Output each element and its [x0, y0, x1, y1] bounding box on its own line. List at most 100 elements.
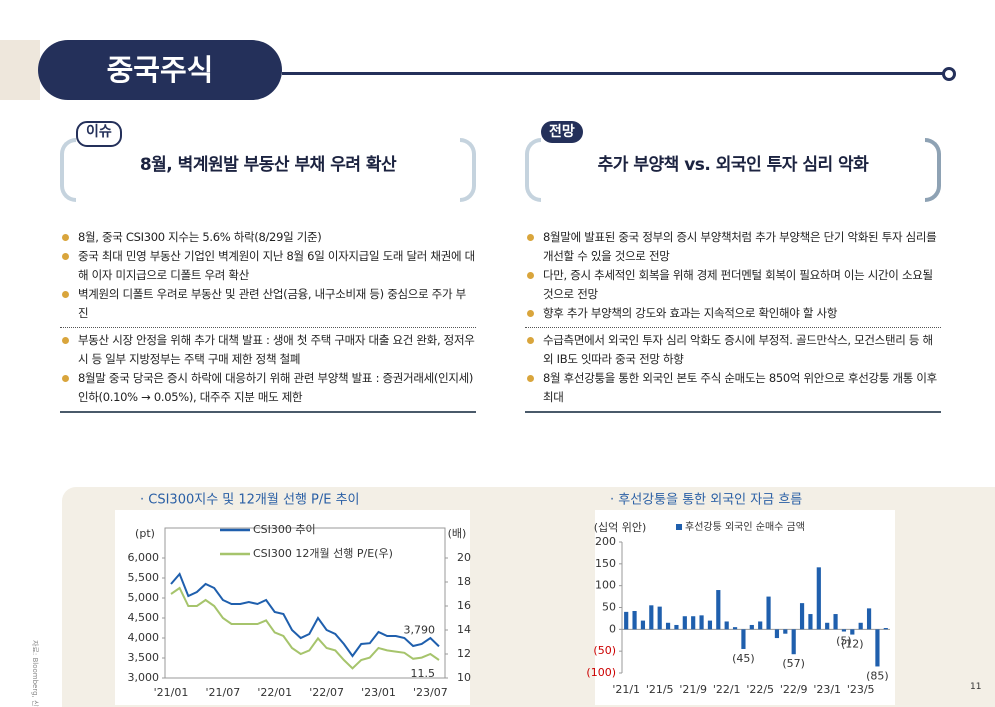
bullet: 부동산 시장 안정을 위해 추가 대책 발표 : 생애 첫 주택 구매자 대출 …: [60, 331, 476, 369]
y-tick-label: 5,000: [128, 591, 160, 604]
x-tick-label: '21/1: [612, 683, 640, 696]
bullet: 8월말 중국 당국은 증시 하락에 대응하기 위해 관련 부양책 발표 : 증권…: [60, 369, 476, 407]
x-tick-label: '22/07: [309, 686, 344, 699]
x-tick-label: '21/07: [206, 686, 241, 699]
y-tick-label: 100: [595, 579, 616, 592]
data-label: (57): [782, 657, 805, 670]
bar: [858, 622, 863, 630]
source: 자료: Bloomberg, 신한투자증권: [31, 640, 39, 707]
bar: [808, 614, 813, 630]
x-tick-label: '21/9: [679, 683, 707, 696]
bar: [716, 590, 721, 630]
header-line: [282, 72, 944, 75]
bar: [749, 624, 754, 630]
plot-bg: [115, 510, 470, 705]
x-tick-label: '22/1: [713, 683, 741, 696]
data-label: (12): [841, 638, 864, 651]
page-number: 11: [970, 682, 982, 692]
y-tick-label: 3,000: [128, 671, 160, 684]
bar: [674, 624, 679, 630]
y-axis-label: (pt): [135, 527, 155, 540]
plot-frame: [164, 527, 446, 679]
tag: 이슈: [76, 121, 122, 147]
bar: [665, 622, 671, 630]
header-title: 중국주식: [38, 40, 282, 100]
legend-swatch: [676, 524, 682, 530]
bullet-box: 8월말에 발표된 중국 정부의 증시 부양책처럼 추가 부양책은 단기 악화된 …: [525, 225, 941, 413]
x-tick-label: '21/5: [646, 683, 674, 696]
data-label: 11.5: [411, 667, 436, 680]
x-tick-label: '23/1: [813, 683, 841, 696]
y2-tick-label: 18: [457, 575, 471, 588]
y-tick-label: 3,500: [128, 651, 160, 664]
bar: [883, 628, 888, 630]
bar: [624, 611, 629, 630]
bullet: 중국 최대 민영 부동산 기업인 벽계원이 지난 8월 6일 이자지급일 도래 …: [60, 247, 476, 285]
bar: [875, 629, 880, 667]
bracket-left: [60, 138, 76, 202]
bullet-group: 8월말에 발표된 중국 정부의 증시 부양책처럼 추가 부양책은 단기 악화된 …: [525, 225, 941, 327]
bar: [732, 627, 738, 630]
y2-tick-label: 10: [457, 671, 471, 684]
series-line: [170, 572, 440, 658]
bullet-group: 8월, 중국 CSI300 지수는 5.6% 하락(8/29일 기준) 중국 최대…: [60, 225, 476, 327]
y-tick-label: 50: [602, 601, 616, 614]
data-label: 3,790: [404, 623, 436, 636]
bullet: 향후 추가 부양책의 강도와 효과는 지속적으로 확인해야 할 사항: [525, 304, 941, 323]
series-line: [170, 586, 440, 670]
legend-label: CSI300 12개월 선행 P/E(우): [253, 547, 393, 560]
x-tick-label: '23/01: [361, 686, 396, 699]
bar: [699, 615, 704, 630]
header-accent: [0, 40, 40, 100]
data-label: (5): [836, 635, 852, 648]
bar: [657, 606, 662, 630]
bar: [707, 620, 713, 630]
bullet: 8월, 중국 CSI300 지수는 5.6% 하락(8/29일 기준): [60, 228, 476, 247]
bar: [691, 616, 696, 630]
bar: [825, 622, 830, 630]
x-tick-label: '22/5: [746, 683, 774, 696]
bracket-left: [525, 138, 541, 202]
y-tick-label: 5,500: [128, 571, 160, 584]
data-label: (85): [866, 669, 889, 682]
chart-title: · 후선강퉁을 통한 외국인 자금 흐름: [610, 493, 802, 508]
x-tick-label: '23/07: [413, 686, 448, 699]
bullet: 8월 후선강퉁을 통한 외국인 본토 주식 순매도는 850억 위안으로 후선강…: [525, 369, 941, 407]
bar: [791, 629, 796, 655]
bar: [799, 603, 805, 630]
y-tick-label: (50): [593, 644, 616, 657]
legend-label: 후선강퉁 외국인 순매수 금액: [685, 521, 805, 533]
section-heading: 추가 부양책 vs. 외국인 투자 심리 악화: [597, 155, 869, 175]
bar: [816, 567, 821, 630]
x-tick-label: '22/01: [257, 686, 292, 699]
y-tick-label: 150: [595, 557, 616, 570]
x-tick-label: '21/01: [154, 686, 189, 699]
y-tick-label: (100): [586, 666, 616, 679]
plot-bg: [595, 510, 895, 705]
y-axis-label: (십억 위안): [594, 521, 647, 534]
y2-tick-label: 12: [457, 647, 471, 660]
y2-tick-label: 20: [457, 551, 471, 564]
x-tick-label: '22/9: [780, 683, 808, 696]
bar: [682, 616, 687, 630]
bar: [841, 629, 847, 632]
bar: [866, 608, 872, 630]
header-dot: [942, 67, 956, 81]
y2-tick-label: 16: [457, 599, 471, 612]
bar: [833, 614, 838, 630]
chart-title: · CSI300지수 및 12개월 선행 P/E 추이: [140, 492, 360, 508]
bullet-group: 수급측면에서 외국인 투자 심리 악화도 증시에 부정적. 골드만삭스, 모건스…: [525, 327, 941, 411]
bullet: 8월말에 발표된 중국 정부의 증시 부양책처럼 추가 부양책은 단기 악화된 …: [525, 228, 941, 266]
bar: [766, 596, 771, 630]
bullet-group: 부동산 시장 안정을 위해 추가 대책 발표 : 생애 첫 주택 구매자 대출 …: [60, 327, 476, 411]
bullet: 벽계원의 디폴트 우려로 부동산 및 관련 산업(금융, 내구소비재 등) 중심…: [60, 285, 476, 323]
bar: [758, 621, 763, 630]
tag: 전망: [541, 121, 583, 143]
bar: [724, 621, 729, 630]
bar: [850, 629, 855, 635]
y-tick-label: 200: [595, 535, 616, 548]
bar: [649, 605, 654, 630]
y-tick-label: 0: [609, 622, 616, 635]
